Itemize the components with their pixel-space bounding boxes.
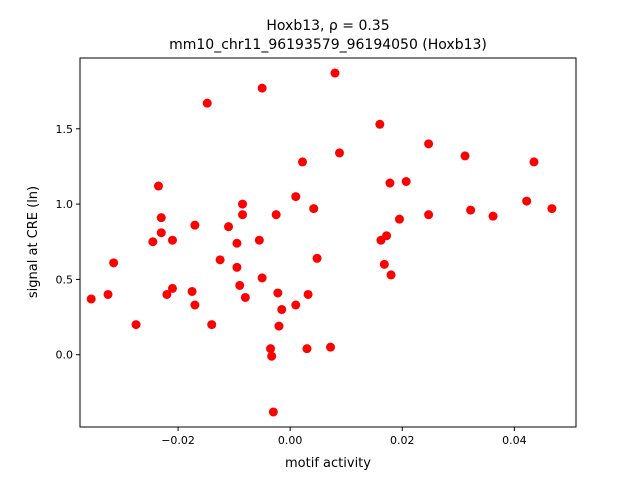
scatter-point <box>207 320 217 330</box>
scatter-point <box>153 181 163 191</box>
scatter-point <box>148 237 158 247</box>
scatter-point <box>386 270 396 280</box>
data-points <box>86 68 557 417</box>
scatter-point <box>156 213 166 223</box>
scatter-point <box>382 231 392 241</box>
scatter-point <box>274 321 284 331</box>
scatter-point <box>394 214 404 224</box>
scatter-point <box>330 68 340 78</box>
y-axis-label: signal at CRE (ln) <box>26 186 41 298</box>
x-tick-label: 0.04 <box>502 434 527 447</box>
scatter-point <box>488 211 498 221</box>
scatter-point <box>302 344 312 354</box>
scatter-point <box>238 199 248 209</box>
scatter-point <box>271 210 281 220</box>
scatter-point <box>466 205 476 215</box>
scatter-point <box>273 288 283 298</box>
scatter-point <box>86 294 96 304</box>
scatter-point <box>190 300 200 310</box>
x-tick-label: 0.00 <box>278 434 303 447</box>
scatter-point <box>254 235 264 245</box>
scatter-point <box>277 305 287 315</box>
chart-title-line1: Hoxb13, ρ = 0.35 <box>266 18 389 34</box>
scatter-point <box>268 407 278 417</box>
scatter-point <box>266 344 276 354</box>
axis-ticks: −0.02 0.00 0.02 0.04 0.0 0.5 1.0 1.5 <box>56 123 527 447</box>
x-axis-label: motif activity <box>285 456 371 471</box>
scatter-point <box>215 255 225 265</box>
scatter-point <box>303 289 313 299</box>
scatter-point <box>291 300 301 310</box>
scatter-point <box>257 83 267 93</box>
scatter-point <box>202 98 212 108</box>
scatter-point <box>167 283 177 293</box>
scatter-point <box>187 286 197 296</box>
x-tick-label: −0.02 <box>161 434 195 447</box>
scatter-point <box>257 273 267 283</box>
scatter-point <box>291 192 301 202</box>
scatter-point <box>424 139 434 149</box>
scatter-point <box>109 258 119 268</box>
chart-title-line2: mm10_chr11_96193579_96194050 (Hoxb13) <box>169 37 487 53</box>
scatter-point <box>309 204 319 214</box>
scatter-point <box>238 210 248 220</box>
scatter-point <box>547 204 557 214</box>
scatter-point <box>522 196 532 206</box>
plot-area-frame <box>79 57 577 428</box>
x-tick-label: 0.02 <box>390 434 415 447</box>
scatter-point <box>131 320 141 330</box>
scatter-point <box>156 228 166 238</box>
y-tick-label: 0.0 <box>56 349 74 362</box>
scatter-point <box>235 280 245 290</box>
scatter-point <box>379 259 389 269</box>
scatter-point <box>385 178 395 188</box>
scatter-point <box>460 151 470 161</box>
scatter-point <box>326 342 336 352</box>
scatter-point <box>240 292 250 302</box>
scatter-point <box>103 289 113 299</box>
y-tick-label: 1.5 <box>56 123 74 136</box>
scatter-point <box>401 177 411 187</box>
scatter-point <box>529 157 539 167</box>
scatter-point <box>224 222 234 232</box>
scatter-point <box>267 351 277 361</box>
scatter-point <box>297 157 307 167</box>
scatter-point <box>375 119 385 129</box>
scatter-point <box>167 235 177 245</box>
scatter-point <box>190 220 200 230</box>
scatter-point <box>424 210 434 220</box>
scatter-point <box>162 289 172 299</box>
scatter-point <box>312 253 322 263</box>
scatter-point <box>232 262 242 272</box>
y-tick-label: 0.5 <box>56 273 74 286</box>
scatter-point <box>232 238 242 248</box>
scatter-point <box>334 148 344 158</box>
y-tick-label: 1.0 <box>56 198 74 211</box>
